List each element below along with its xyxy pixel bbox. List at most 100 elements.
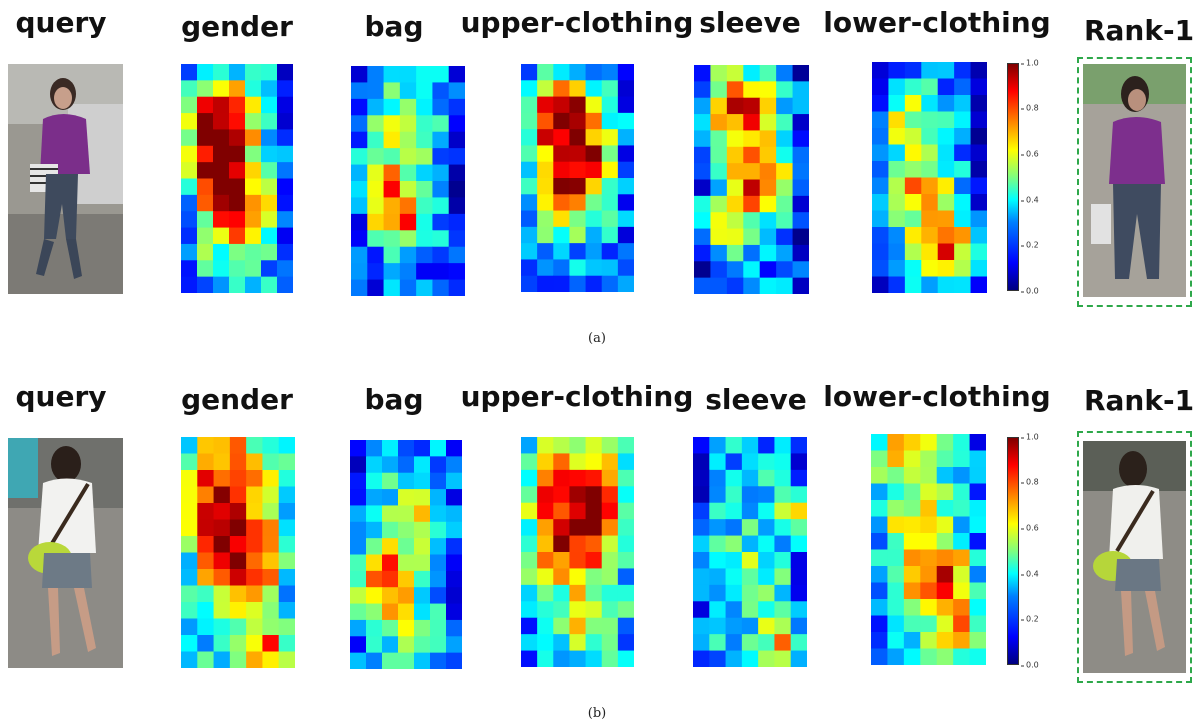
heatmap-cell xyxy=(936,632,954,650)
heatmap-cell xyxy=(617,145,634,163)
heatmap-cell xyxy=(937,62,955,80)
heatmap-cell xyxy=(350,570,367,588)
heatmap-cell xyxy=(197,635,215,653)
heatmap-cell xyxy=(920,566,938,584)
heatmap-cell xyxy=(197,162,214,180)
heatmap-cell xyxy=(887,434,905,452)
heatmap-cell xyxy=(416,66,434,84)
heatmap-cell xyxy=(350,505,367,523)
heatmap-cell xyxy=(351,213,368,231)
heatmap-cell xyxy=(430,505,447,523)
heatmap-cell xyxy=(969,450,986,468)
heatmap-cell xyxy=(758,519,776,537)
heatmap-cell xyxy=(710,228,728,246)
heatmap-cell xyxy=(601,129,619,147)
heatmap-cell xyxy=(921,78,939,96)
heatmap-cell xyxy=(278,618,295,636)
heatmap-cell xyxy=(262,519,280,537)
heatmap-cell xyxy=(709,617,727,635)
heatmap-cell xyxy=(446,440,462,457)
heatmap-cell xyxy=(181,80,198,98)
heatmap-cell xyxy=(537,568,554,586)
heatmap-cell xyxy=(414,521,431,539)
heatmap-cell xyxy=(350,587,367,605)
heatmap-cell xyxy=(741,469,759,487)
heatmap-cell xyxy=(585,275,603,292)
heatmap-cell xyxy=(398,505,415,523)
heatmap-cell xyxy=(954,62,972,80)
heatmap-cell xyxy=(367,230,385,248)
heatmap-cell xyxy=(888,144,906,162)
heatmap-cell xyxy=(920,533,938,551)
heatmap-cell xyxy=(181,602,198,620)
heatmap-cell xyxy=(585,259,603,277)
heatmap-cell xyxy=(181,129,198,147)
heatmap-cell xyxy=(872,177,890,195)
heatmap-cell xyxy=(246,552,264,570)
heatmap-cell xyxy=(954,78,972,96)
heatmap-cell xyxy=(537,226,554,244)
heatmap-cell xyxy=(521,634,538,652)
heatmap-cell xyxy=(776,277,794,294)
heatmap-cell xyxy=(888,161,906,179)
heatmap-cell xyxy=(694,195,712,213)
heatmap-cell xyxy=(569,145,587,163)
heatmap-cell xyxy=(585,64,603,81)
heatmap-cell xyxy=(430,636,447,654)
heatmap-cell xyxy=(399,263,417,281)
heatmap-cell xyxy=(888,243,906,261)
heatmap-cell xyxy=(553,437,571,455)
heatmap-cell xyxy=(617,437,634,455)
heatmap-cell xyxy=(448,197,465,215)
heatmap-cell xyxy=(904,194,922,212)
heatmap-cell xyxy=(872,243,890,261)
heatmap-cell xyxy=(521,584,538,602)
heatmap-cell xyxy=(414,489,431,507)
heatmap-cell xyxy=(245,243,262,261)
heatmap-cell xyxy=(693,584,710,602)
heatmap-cell xyxy=(414,587,431,605)
heatmap-cell xyxy=(367,131,385,149)
heatmap-cell xyxy=(229,602,247,620)
heatmap-cell xyxy=(774,453,792,471)
heatmap-cell xyxy=(553,535,571,553)
heatmap-cell xyxy=(953,582,971,600)
heatmap-cell xyxy=(432,213,450,231)
heatmap-cell xyxy=(366,489,383,507)
heatmap-cell xyxy=(197,96,214,114)
heatmap-cell xyxy=(181,536,198,554)
heatmap-cell xyxy=(953,648,971,665)
heatmap-cell xyxy=(213,194,230,212)
heatmap-cell xyxy=(351,263,368,281)
heatmap-cell xyxy=(229,552,247,570)
heatmap-cell xyxy=(213,585,231,603)
heatmap-cell xyxy=(262,437,280,455)
heatmap-cell xyxy=(181,178,198,196)
heatmap-cell xyxy=(726,212,744,230)
heatmap-cell xyxy=(776,114,794,132)
heatmap-cell xyxy=(446,570,462,588)
heatmap-cell xyxy=(229,260,246,278)
heatmap-cell xyxy=(759,81,777,99)
heatmap-cell xyxy=(382,619,399,637)
heatmap-cell xyxy=(351,246,368,264)
heatmap-cell xyxy=(399,164,417,182)
heatmap-cell xyxy=(229,80,246,98)
heatmap-cell xyxy=(921,243,939,261)
heatmap-cell xyxy=(694,228,712,246)
heatmap-cell xyxy=(725,453,743,471)
heatmap-cell xyxy=(970,95,987,113)
heatmap-cell xyxy=(366,538,383,556)
heatmap-cell xyxy=(954,227,972,245)
heatmap-cell xyxy=(446,619,462,637)
heatmap-cell xyxy=(790,469,807,487)
heatmap-cell xyxy=(694,65,712,82)
heatmap-cell xyxy=(229,162,246,180)
heatmap-cell xyxy=(693,568,710,586)
heatmap-cell xyxy=(553,568,571,586)
heatmap-cell xyxy=(553,243,571,261)
heatmap-cell xyxy=(710,179,728,197)
heatmap-cell xyxy=(398,636,415,654)
heatmap-cell xyxy=(937,128,955,146)
heatmap-cell xyxy=(953,566,971,584)
